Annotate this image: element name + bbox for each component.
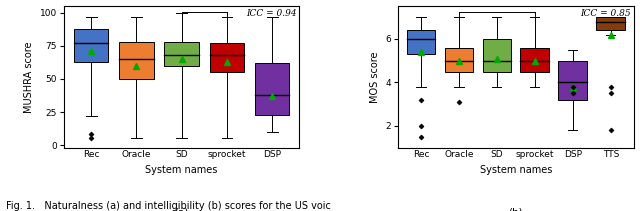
- Bar: [74, 29, 108, 62]
- Bar: [210, 43, 244, 72]
- Y-axis label: MOS score: MOS score: [370, 51, 380, 103]
- Bar: [119, 42, 154, 79]
- Text: ICC = 0.85: ICC = 0.85: [580, 9, 631, 18]
- Bar: [406, 30, 435, 54]
- X-axis label: System names: System names: [145, 165, 218, 175]
- Bar: [596, 17, 625, 30]
- Bar: [164, 42, 199, 66]
- Text: Fig. 1.   Naturalness (a) and intelligibility (b) scores for the US voic: Fig. 1. Naturalness (a) and intelligibil…: [6, 201, 332, 211]
- X-axis label: System names: System names: [480, 165, 552, 175]
- Bar: [445, 48, 474, 72]
- Bar: [255, 63, 289, 115]
- Bar: [520, 48, 549, 72]
- Text: (b): (b): [509, 207, 524, 211]
- Bar: [483, 39, 511, 72]
- Y-axis label: MUSHRA score: MUSHRA score: [24, 41, 35, 113]
- Text: (a): (a): [175, 207, 189, 211]
- Bar: [559, 61, 588, 100]
- Text: ICC = 0.94: ICC = 0.94: [246, 9, 297, 18]
